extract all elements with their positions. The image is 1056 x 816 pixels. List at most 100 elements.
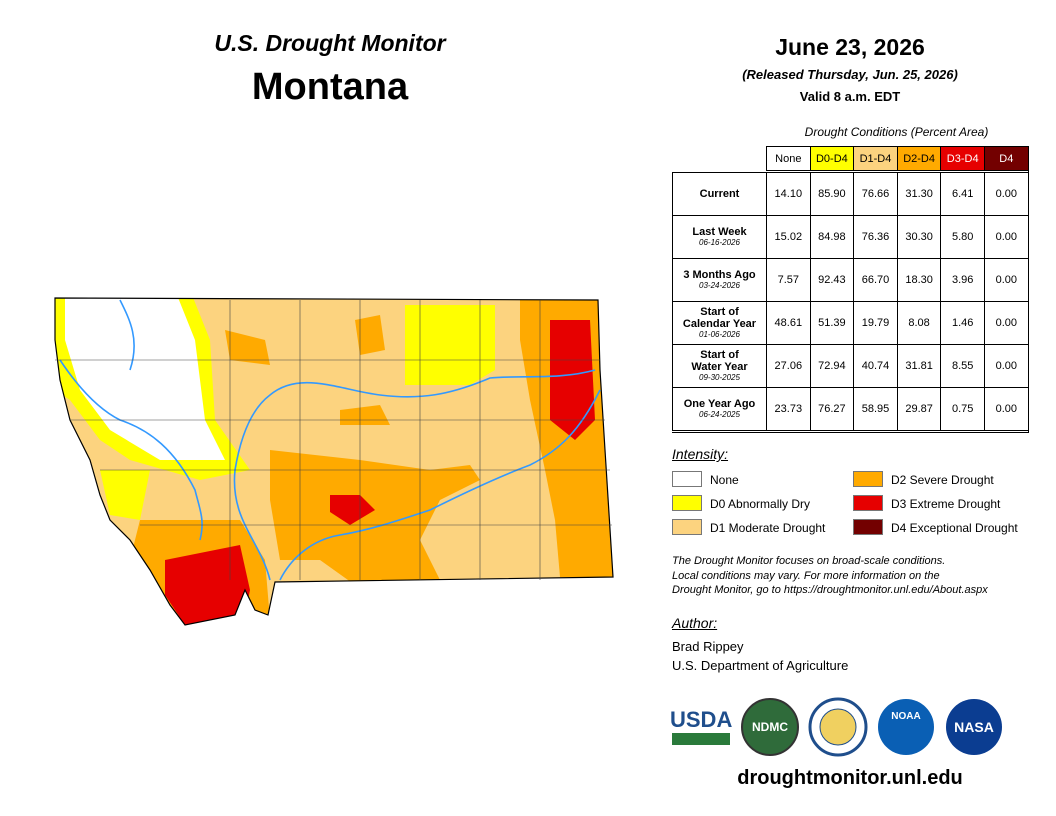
cell-value: 31.30 — [896, 172, 942, 216]
row-label-line: Water Year — [691, 361, 748, 373]
cell-value: 48.61 — [766, 301, 811, 345]
cell-value: 0.75 — [940, 387, 985, 431]
logo-usda-band — [672, 733, 730, 745]
logo-doc-inner — [819, 708, 857, 746]
logo-nasa-bg — [946, 699, 1002, 755]
row-date: 09-30-2025 — [699, 373, 740, 382]
cell-value: 8.55 — [940, 344, 985, 388]
row-label-line: Current — [699, 188, 740, 200]
county-lines — [55, 300, 612, 580]
map — [54, 297, 614, 626]
logos: USDA NDMC NOAA NASA — [670, 697, 1002, 757]
cell-value: 8.08 — [896, 301, 942, 345]
row-label: One Year Ago 06-24-2025 — [672, 387, 767, 431]
note-line: Local conditions may vary. For more info… — [672, 569, 940, 582]
legend-item: D4 Exceptional Drought — [853, 519, 1033, 537]
row-label: Start of Water Year 09-30-2025 — [672, 344, 767, 388]
column-header: D1-D4 — [853, 146, 898, 171]
note-line: The Drought Monitor focuses on broad-sca… — [672, 555, 946, 567]
legend-swatch — [672, 519, 702, 535]
author-heading: Author: — [672, 615, 718, 631]
column-header: D2-D4 — [896, 146, 942, 171]
note-line: Drought Monitor, go to https://droughtmo… — [672, 584, 988, 596]
cell-value: 7.57 — [766, 258, 811, 302]
drought-areas — [55, 298, 613, 625]
row-label: Last Week 06-16-2026 — [672, 215, 767, 259]
column-header: None — [766, 146, 811, 171]
row-label-line: Last Week — [692, 226, 747, 238]
row-label-line: Start of — [700, 306, 739, 318]
cell-value: 27.06 — [766, 344, 811, 388]
row-date: 03-24-2026 — [699, 281, 740, 290]
row-label: 3 Months Ago 03-24-2026 — [672, 258, 767, 302]
cell-value: 29.87 — [896, 387, 942, 431]
legend-label: D0 Abnormally Dry — [710, 497, 811, 511]
legend-label: D3 Extreme Drought — [891, 497, 1001, 511]
cell-value: 0.00 — [984, 344, 1029, 388]
row-date: 01-06-2026 — [699, 330, 740, 339]
logo-noaa: NOAA — [891, 711, 920, 722]
legend-label: D4 Exceptional Drought — [891, 521, 1018, 535]
cell-value: 72.94 — [809, 344, 855, 388]
row-label-line: Start of — [700, 349, 739, 361]
cell-value: 0.00 — [984, 258, 1029, 302]
legend-swatch — [672, 495, 702, 511]
cell-value: 84.98 — [809, 215, 855, 259]
legend-swatch — [853, 495, 883, 511]
cell-value: 5.80 — [940, 215, 985, 259]
legend-title: Intensity: — [672, 446, 729, 462]
cell-value: 6.41 — [940, 172, 985, 216]
cell-value: 76.36 — [853, 215, 898, 259]
state-outline — [54, 297, 614, 626]
conditions-table: None D0-D4 D1-D4 D2-D4 D3-D4 D4 Current 14.10 85… — [672, 146, 1029, 433]
row-date: 06-24-2025 — [699, 410, 740, 419]
cell-value: 30.30 — [896, 215, 942, 259]
cell-value: 92.43 — [809, 258, 855, 302]
logo-nasa: NASA — [954, 719, 994, 735]
column-header: D0-D4 — [809, 146, 855, 171]
legend-item: D2 Severe Drought — [853, 471, 1033, 489]
legend-label: D2 Severe Drought — [891, 473, 994, 487]
cell-value: 66.70 — [853, 258, 898, 302]
cell-value: 58.95 — [853, 387, 898, 431]
legend-item: D1 Moderate Drought — [672, 519, 852, 537]
footer-url: droughtmonitor.unl.edu — [737, 767, 963, 789]
column-header: D4 — [984, 146, 1029, 171]
cell-value: 19.79 — [853, 301, 898, 345]
cell-value: 23.73 — [766, 387, 811, 431]
row-label-line: Calendar Year — [682, 318, 757, 330]
cell-value: 31.81 — [896, 344, 942, 388]
row-label-line: 3 Months Ago — [683, 269, 756, 281]
logo-noaa-bg — [878, 699, 934, 755]
legend-swatch — [853, 519, 883, 535]
legend-label: D1 Moderate Drought — [710, 521, 826, 535]
legend-swatch — [853, 471, 883, 487]
cell-value: 85.90 — [809, 172, 855, 216]
logo-usda: USDA — [670, 707, 732, 732]
table-caption: Drought Conditions (Percent Area) — [804, 125, 989, 139]
cell-value: 76.27 — [809, 387, 855, 431]
legend-item: D3 Extreme Drought — [853, 495, 1033, 513]
cell-value: 0.00 — [984, 172, 1029, 216]
legend-item: D0 Abnormally Dry — [672, 495, 852, 513]
cell-value: 0.00 — [984, 301, 1029, 345]
cell-value: 3.96 — [940, 258, 985, 302]
logo-ndmc: NDMC — [752, 720, 788, 734]
cell-value: 14.10 — [766, 172, 811, 216]
column-header: D3-D4 — [940, 146, 985, 171]
cell-value: 15.02 — [766, 215, 811, 259]
legend-swatch — [672, 471, 702, 487]
subtitle: U.S. Drought Monitor — [214, 30, 446, 56]
author-line: Brad Rippey — [672, 639, 744, 654]
author-line: U.S. Department of Agriculture — [672, 658, 849, 673]
cell-value: 0.00 — [984, 387, 1029, 431]
author: Brad Rippey U.S. Department of Agricultur… — [672, 637, 848, 675]
row-label: Start of Calendar Year 01-06-2026 — [672, 301, 767, 345]
logo-ndmc-bg — [741, 698, 799, 756]
row-date: 06-16-2026 — [699, 238, 740, 247]
cell-value: 1.46 — [940, 301, 985, 345]
cell-value: 51.39 — [809, 301, 855, 345]
cell-value: 18.30 — [896, 258, 942, 302]
map-date: June 23, 2026 — [775, 34, 925, 60]
